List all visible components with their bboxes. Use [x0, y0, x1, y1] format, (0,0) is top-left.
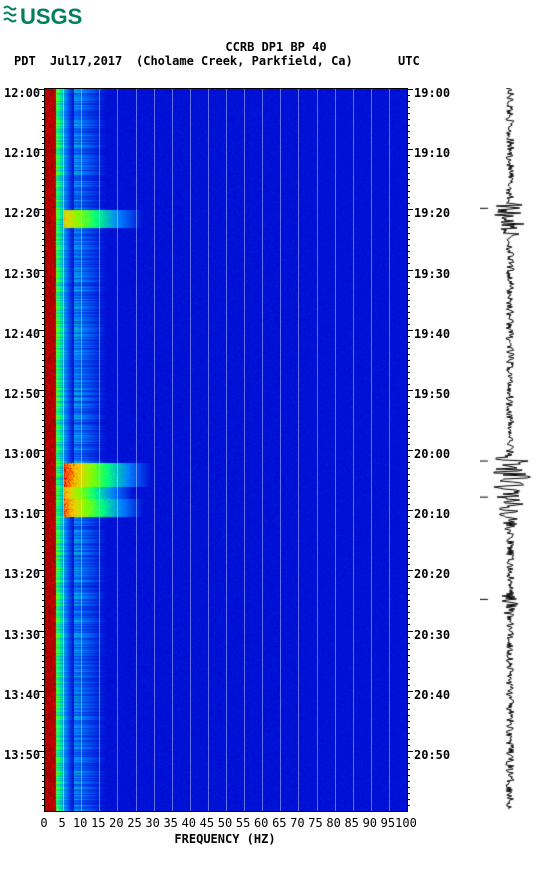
x-tick-label: 85 — [344, 816, 358, 830]
usgs-logo: USGS — [2, 2, 92, 33]
x-tick-label: 90 — [363, 816, 377, 830]
left-time-label: 12:20 — [4, 206, 46, 220]
x-tick-label: 100 — [395, 816, 417, 830]
left-time-label: 13:10 — [4, 507, 46, 521]
right-time-label: 19:40 — [414, 327, 450, 341]
chart-header: CCRB DP1 BP 40 — [0, 40, 552, 54]
left-time-label: 12:30 — [4, 267, 46, 281]
right-time-label: 20:50 — [414, 748, 450, 762]
x-tick-label: 55 — [236, 816, 250, 830]
right-time-label: 19:00 — [414, 86, 450, 100]
left-time-label: 12:50 — [4, 387, 46, 401]
pdt-label: PDT — [14, 54, 36, 68]
left-time-label: 13:20 — [4, 567, 46, 581]
right-time-label: 19:10 — [414, 146, 450, 160]
spectrogram-plot — [44, 88, 408, 812]
x-tick-label: 65 — [272, 816, 286, 830]
left-time-label: 12:00 — [4, 86, 46, 100]
x-tick-label: 60 — [254, 816, 268, 830]
x-tick-label: 0 — [40, 816, 47, 830]
x-tick-label: 75 — [308, 816, 322, 830]
x-axis-label: FREQUENCY (HZ) — [44, 832, 406, 846]
x-tick-label: 25 — [127, 816, 141, 830]
right-time-label: 19:50 — [414, 387, 450, 401]
x-tick-label: 50 — [218, 816, 232, 830]
x-tick-label: 20 — [109, 816, 123, 830]
svg-text:USGS: USGS — [20, 4, 82, 29]
right-time-label: 20:40 — [414, 688, 450, 702]
date-label: Jul17,2017 — [50, 54, 122, 68]
right-time-label: 19:30 — [414, 267, 450, 281]
x-tick-label: 95 — [381, 816, 395, 830]
utc-label: UTC — [398, 54, 420, 68]
left-time-label: 12:40 — [4, 327, 46, 341]
x-tick-label: 10 — [73, 816, 87, 830]
left-time-label: 12:10 — [4, 146, 46, 160]
left-time-label: 13:00 — [4, 447, 46, 461]
right-time-label: 20:20 — [414, 567, 450, 581]
x-tick-label: 35 — [163, 816, 177, 830]
x-tick-label: 70 — [290, 816, 304, 830]
location-label: (Cholame Creek, Parkfield, Ca) — [136, 54, 353, 68]
right-time-label: 20:10 — [414, 507, 450, 521]
x-tick-label: 45 — [200, 816, 214, 830]
x-tick-label: 80 — [326, 816, 340, 830]
right-time-label: 19:20 — [414, 206, 450, 220]
x-tick-label: 5 — [58, 816, 65, 830]
right-time-label: 20:30 — [414, 628, 450, 642]
right-time-label: 20:00 — [414, 447, 450, 461]
left-time-label: 13:50 — [4, 748, 46, 762]
x-tick-label: 40 — [182, 816, 196, 830]
x-tick-label: 15 — [91, 816, 105, 830]
title-line1: CCRB DP1 BP 40 — [0, 40, 552, 54]
left-time-label: 13:30 — [4, 628, 46, 642]
seismogram — [480, 88, 540, 810]
left-time-label: 13:40 — [4, 688, 46, 702]
x-tick-label: 30 — [145, 816, 159, 830]
